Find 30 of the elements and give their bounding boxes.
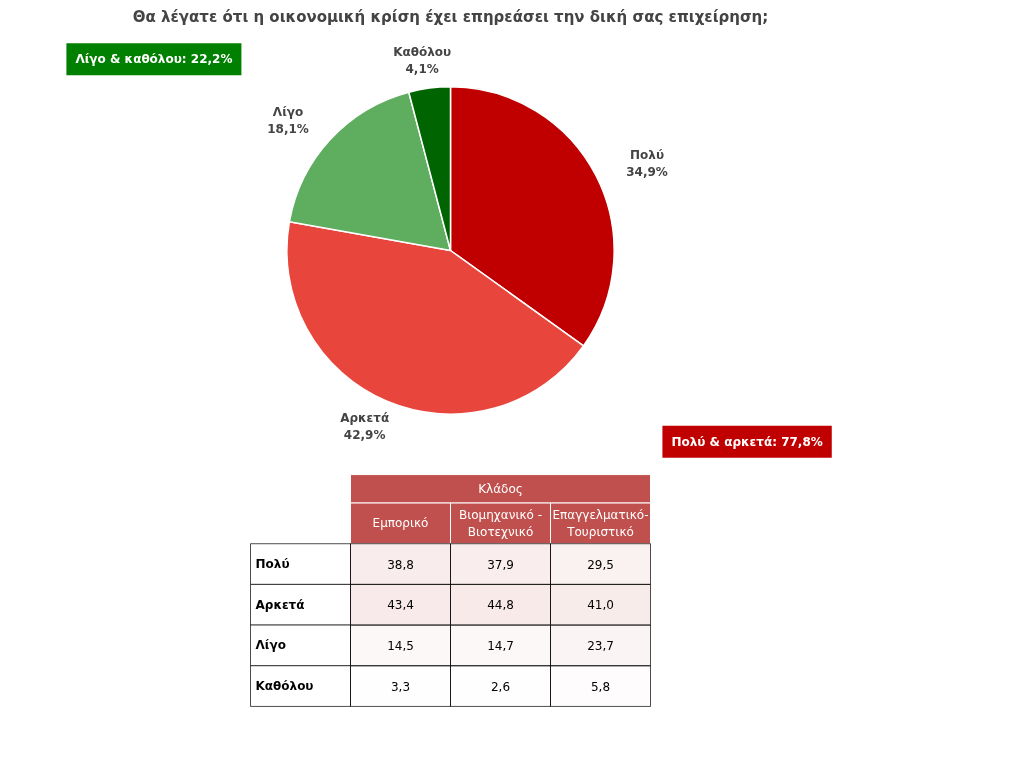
data-label: 18,1% [267,122,309,137]
y-tick-label: Αρκετά [255,597,305,612]
data-label: 4,1% [405,62,439,77]
chart-title: Κλάδος [478,481,523,496]
data-label: 44,8 [487,598,514,613]
chart-title: Θα λέγατε ότι η οικονομική κρίση έχει επηρεάσει την δική σας επιχείρηση; [132,7,769,26]
text: Λίγο & καθόλου: 22,2% [75,52,233,67]
data-label: 5,8 [590,679,611,694]
data-label: 3,3 [390,679,411,694]
data-label: 29,5 [587,557,614,572]
slice-label: Αρκετά [340,411,390,426]
data-label: 2,6 [490,679,511,694]
y-tick-label: Καθόλου [255,679,314,694]
y-tick-label: Πολύ [255,557,290,572]
data-label: 14,7 [487,638,514,653]
data-label: 42,9% [343,428,386,443]
slice-label: Πολύ [630,147,665,162]
x-tick-label: Βιομηχανικό - Βιοτεχνικό [458,507,543,539]
data-label: 23,7 [587,638,614,653]
text: Πολύ & αρκετά: 77,8% [671,434,823,449]
x-tick-label: Επαγγελματικό-Τουριστικό [552,507,649,539]
x-tick-label: Εμπορικό [372,516,429,531]
data-label: 14,5 [387,638,414,653]
data-label: 34,9% [626,164,668,179]
y-tick-label: Λίγο [255,638,286,653]
data-label: 37,9 [487,557,514,572]
data-label: 38,8 [387,557,414,572]
slice-label: Καθόλου [393,45,452,60]
data-label: 41,0 [587,598,614,613]
data-label: 43,4 [387,598,414,613]
